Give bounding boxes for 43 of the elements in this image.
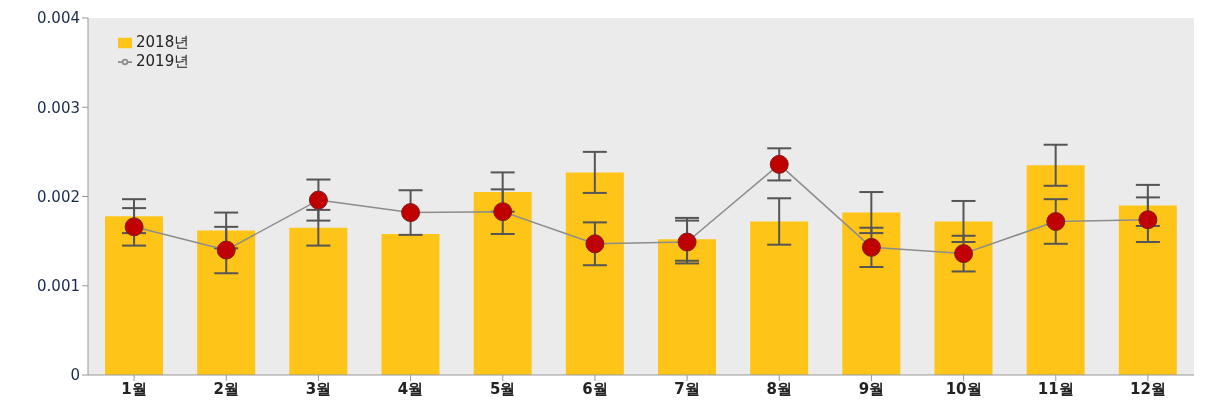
bar (750, 221, 809, 375)
legend-label: 2018년 (136, 33, 190, 51)
y-tick-label: 0.003 (37, 98, 80, 117)
bar (105, 216, 163, 375)
x-tick-label: 6월 (582, 379, 608, 398)
y-tick-label: 0.004 (37, 9, 80, 28)
bar (565, 172, 624, 375)
x-tick-label: 11월 (1037, 379, 1074, 398)
point (861, 237, 881, 257)
x-tick-label: 10월 (945, 379, 982, 398)
bar (658, 239, 716, 375)
point (585, 234, 605, 254)
point (216, 240, 236, 260)
bar (381, 233, 440, 375)
bar (289, 227, 348, 375)
x-tick-label: 9월 (858, 379, 885, 398)
bar (197, 230, 256, 375)
legend-label: 2019년 (136, 52, 190, 70)
point (1046, 211, 1066, 231)
y-tick-label: 0.002 (37, 187, 80, 206)
point (308, 190, 328, 210)
x-tick-label: 3월 (305, 379, 332, 398)
x-tick-label: 4월 (397, 379, 424, 398)
x-tick-label: 8월 (766, 379, 792, 398)
x-tick-label: 5월 (490, 379, 516, 398)
x-tick-label: 2월 (213, 379, 239, 398)
x-tick-label: 12월 (1129, 379, 1166, 398)
point (954, 244, 974, 264)
x-tick-label: 1월 (121, 379, 147, 398)
bar (934, 221, 993, 375)
point (769, 154, 789, 174)
x-tick-label: 7월 (674, 379, 700, 398)
point (1138, 210, 1158, 230)
point (401, 203, 421, 223)
point (493, 202, 513, 222)
y-tick-label: 0.001 (37, 277, 80, 296)
point (677, 232, 697, 252)
bar (1026, 165, 1085, 375)
bar (842, 212, 901, 375)
bar (473, 192, 532, 375)
y-tick-label: 0 (70, 366, 80, 385)
point (124, 217, 144, 237)
bar (1118, 205, 1177, 375)
